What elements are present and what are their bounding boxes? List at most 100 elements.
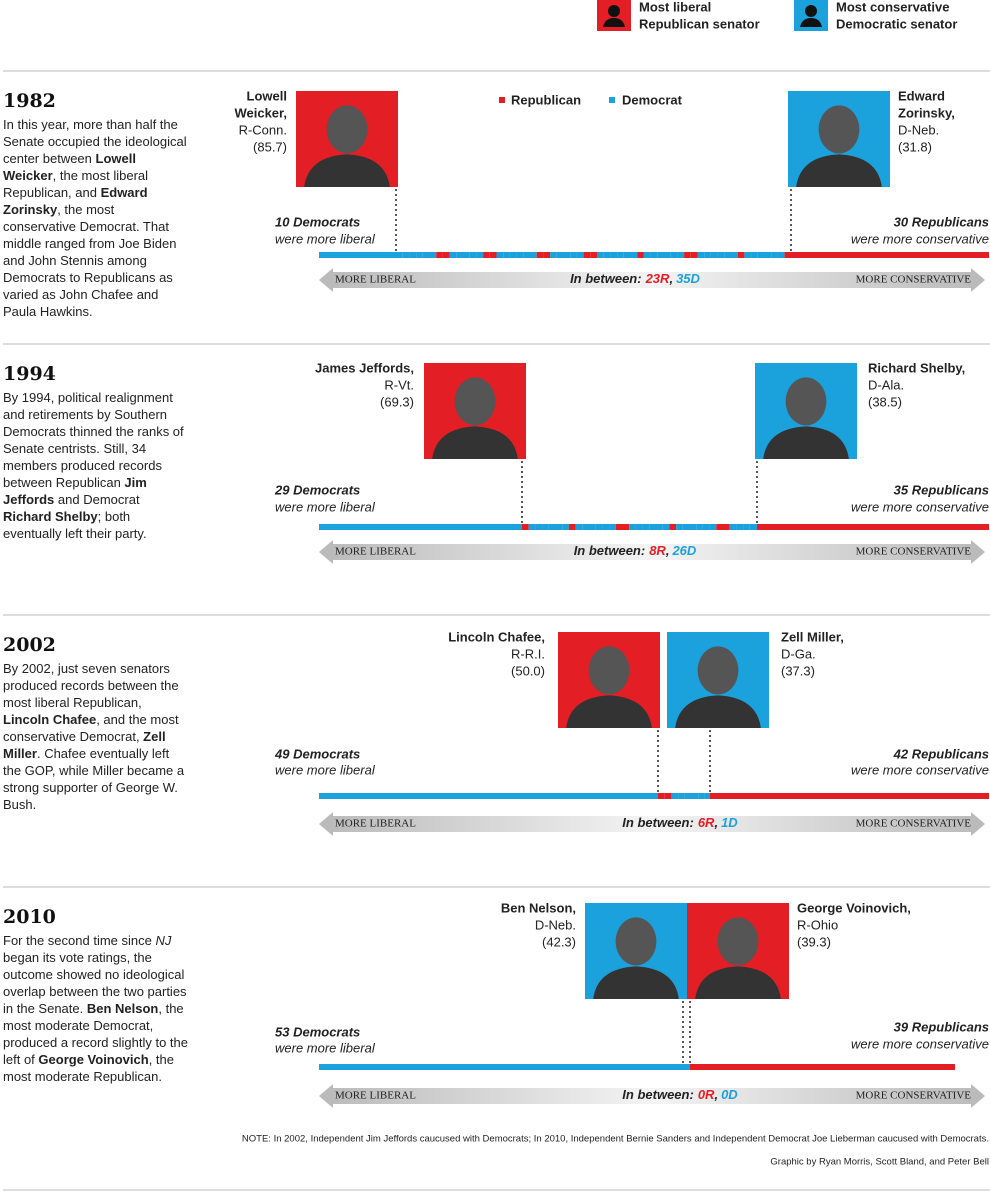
strip-cell <box>756 524 757 530</box>
strip-cell <box>664 252 671 258</box>
strip-cell <box>536 252 544 258</box>
description: By 1994, political realignment and retir… <box>3 389 189 542</box>
strip-cell <box>649 524 656 530</box>
senator-name: Zell Miller, <box>781 629 844 644</box>
count-right-note: were more conservative <box>851 762 989 777</box>
photo-shoulders <box>763 426 849 459</box>
strip-cell <box>764 252 772 258</box>
description-emphasis: Richard Shelby <box>3 509 98 524</box>
arrow <box>319 268 985 292</box>
strip-cell <box>684 793 692 799</box>
strip-cell <box>731 252 738 258</box>
party-label: Democrat <box>622 92 683 107</box>
photo-shoulders <box>566 695 652 728</box>
strip-cell <box>704 252 711 258</box>
strip-cell <box>650 252 658 258</box>
strip-cell <box>697 252 705 258</box>
senator-score: (50.0) <box>511 663 545 678</box>
strip-conservative <box>757 524 989 530</box>
strip-cell <box>456 252 463 258</box>
photo-shoulders <box>593 966 679 999</box>
strip-cell <box>716 524 723 530</box>
count-right-note: were more conservative <box>851 231 989 246</box>
description-text: , the most conservative Democrat. That m… <box>3 202 177 319</box>
arrow-label: MORE LIBERAL <box>335 818 416 830</box>
senator-score: (31.8) <box>898 139 932 154</box>
description-emphasis: Jim Jeffords <box>3 475 147 507</box>
arrow-label: MORE CONSERVATIVE <box>856 274 972 286</box>
senator-party: R-R.I. <box>511 646 545 661</box>
senator-name: Zorinsky, <box>898 105 955 120</box>
strip-cell <box>736 524 744 530</box>
strip-cell <box>704 793 710 799</box>
description-text: ; both eventually left their party. <box>3 509 147 541</box>
in-between-comma: , <box>668 271 673 286</box>
senator-score: (42.3) <box>542 934 576 949</box>
strip-cell <box>664 793 672 799</box>
strip-conservative <box>710 793 989 799</box>
photo-head <box>818 105 860 154</box>
arrow <box>319 1084 985 1108</box>
strip-cell <box>682 524 690 530</box>
strip-cell <box>669 524 677 530</box>
strip-cell <box>751 252 758 258</box>
in-between-label: In between: <box>622 815 694 830</box>
strip-cell <box>483 252 490 258</box>
strip-cell <box>402 252 410 258</box>
strip-cell <box>603 252 611 258</box>
senator-party: D-Neb. <box>535 917 576 932</box>
description-emphasis: Zell Miller <box>3 729 166 761</box>
strip-cell <box>416 252 423 258</box>
description-emphasis: Lowell Weicker <box>3 151 136 183</box>
strip-cell <box>436 252 443 258</box>
strip-cell <box>589 524 596 530</box>
senator-name: Ben Nelson, <box>501 900 576 915</box>
in-between: In between: 23R, 35D <box>570 271 700 286</box>
description-text: and Democrat <box>54 492 140 507</box>
strip-cell <box>595 524 603 530</box>
senator-name: James Jeffords, <box>315 360 414 375</box>
strip-cell <box>702 524 710 530</box>
in-between-label: In between: <box>570 271 642 286</box>
note: NOTE: In 2002, Independent Jim Jeffords … <box>242 1134 989 1145</box>
photo-head <box>697 646 739 695</box>
strip-cell <box>409 252 417 258</box>
description-emphasis: NJ <box>155 933 172 948</box>
photo-shoulders <box>695 966 781 999</box>
strip-cell <box>710 252 718 258</box>
senator-name: Lincoln Chafee, <box>448 629 545 644</box>
in-between-r: 0R <box>698 1087 715 1102</box>
description-text: , the most liberal Republican, and <box>3 168 149 200</box>
strip-cell <box>637 252 644 258</box>
senator-party: R-Conn. <box>239 122 287 137</box>
count-right: 42 Republicans <box>893 746 989 761</box>
strip-liberal <box>319 524 522 530</box>
strip-cell <box>670 252 678 258</box>
photo-head <box>717 917 759 966</box>
strip-cell <box>542 524 549 530</box>
count-right: 39 Republicans <box>894 1019 989 1034</box>
senator-party: D-Ala. <box>868 377 904 392</box>
senator-name: Lowell <box>247 88 287 103</box>
photo-head <box>588 646 630 695</box>
in-between: In between: 8R, 26D <box>574 543 697 558</box>
description-text: , the most moderate Republican. <box>3 1052 174 1084</box>
strip-cell <box>629 524 636 530</box>
strip-cell <box>570 252 577 258</box>
strip-cell <box>609 524 616 530</box>
count-left-note: were more liberal <box>275 499 376 514</box>
strip-cell <box>744 252 752 258</box>
strip-cell <box>590 252 597 258</box>
strip-cell <box>516 252 524 258</box>
photo-head <box>615 917 657 966</box>
count-left-note: were more liberal <box>275 231 376 246</box>
arrow-label: MORE CONSERVATIVE <box>856 1090 972 1102</box>
strip-cell <box>503 252 510 258</box>
strip-cell <box>635 524 643 530</box>
legend-icon-head <box>608 5 620 17</box>
count-left-note: were more liberal <box>275 1040 376 1055</box>
strip-cell <box>757 252 765 258</box>
strip-cell <box>442 252 450 258</box>
strip-cell <box>696 524 703 530</box>
